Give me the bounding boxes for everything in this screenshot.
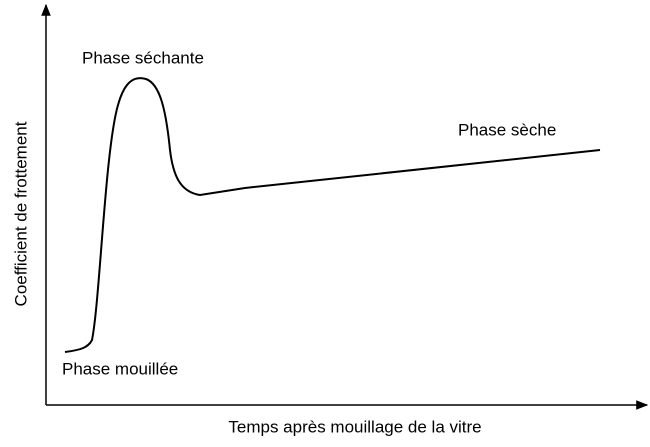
y-axis-label: Coefficient de frottement [11,121,30,306]
annotation: Phase séchante [82,48,204,67]
annotation: Phase sèche [458,120,556,139]
friction-curve [64,77,601,353]
x-axis-label: Temps après mouillage de la vitre [228,417,481,436]
annotation: Phase mouillée [62,359,178,378]
